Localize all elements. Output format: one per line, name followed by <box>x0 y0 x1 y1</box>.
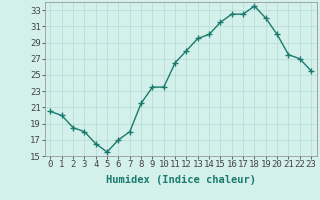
X-axis label: Humidex (Indice chaleur): Humidex (Indice chaleur) <box>106 175 256 185</box>
